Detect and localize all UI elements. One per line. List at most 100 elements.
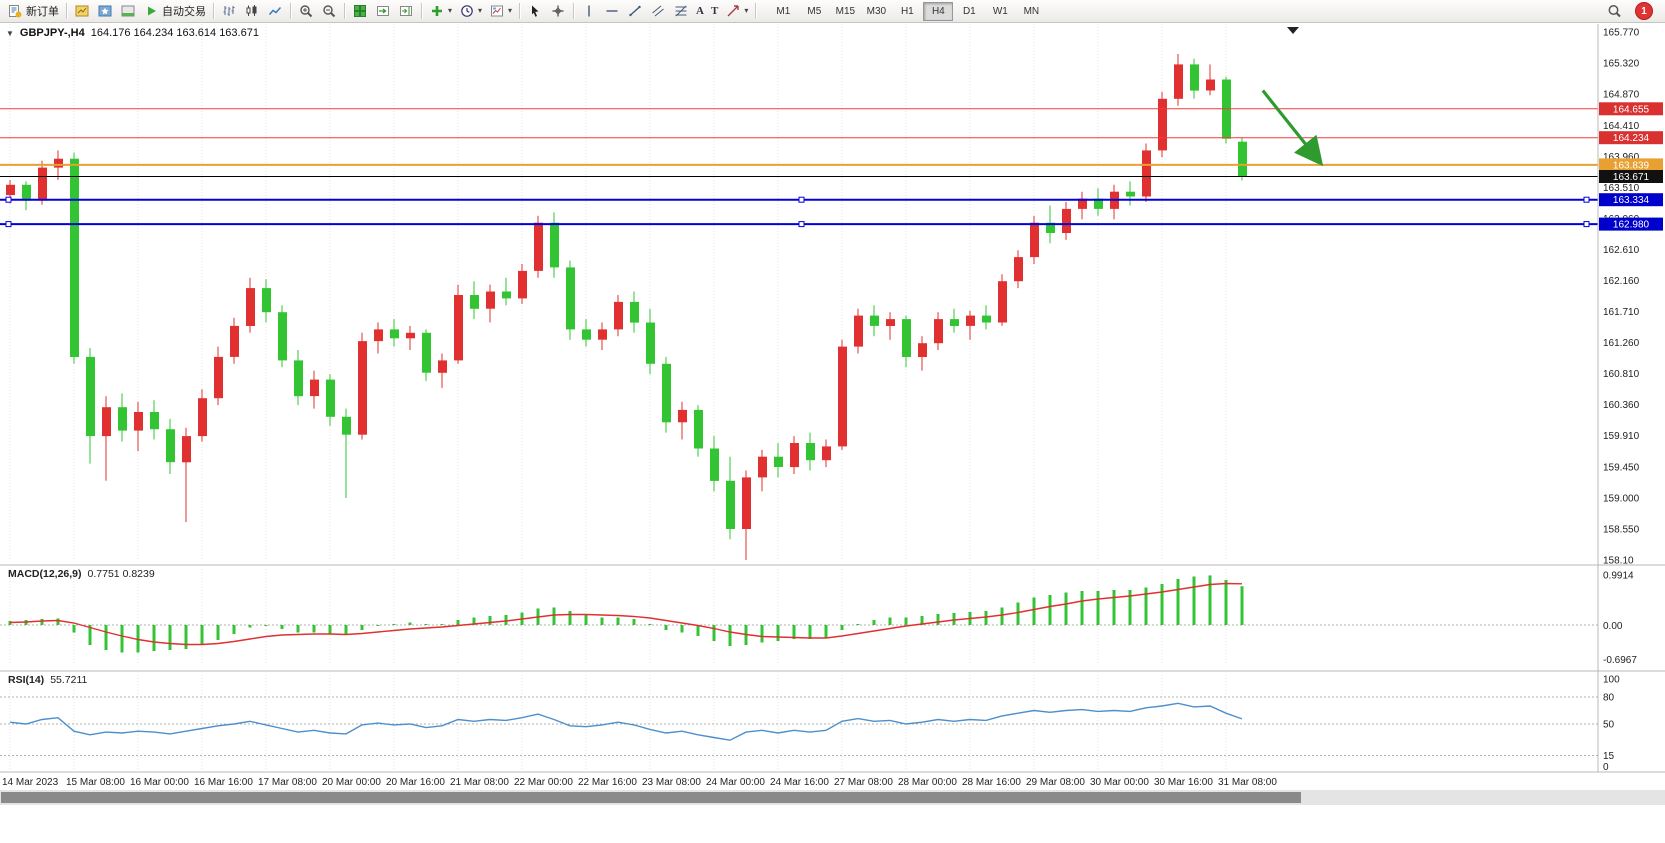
time-axis-label: 29 Mar 08:00 (1026, 777, 1085, 788)
notification-badge[interactable]: 1 (1635, 2, 1653, 20)
indicators-button[interactable]: ▾ (426, 1, 455, 21)
navigator-icon (97, 4, 113, 19)
trendline-button[interactable] (624, 1, 646, 21)
candle (566, 267, 575, 330)
candle (1030, 222, 1039, 258)
time-axis-label: 30 Mar 16:00 (1154, 777, 1213, 788)
vertical-line-button[interactable] (578, 1, 600, 21)
auto-scroll-button[interactable] (372, 1, 394, 21)
candle (518, 270, 527, 299)
candle (662, 363, 671, 423)
tile-windows-button[interactable] (349, 1, 371, 21)
line-chart-icon (267, 4, 283, 19)
fibonacci-button[interactable] (670, 1, 692, 21)
timeframe-d1-button[interactable]: D1 (962, 5, 976, 17)
timeframe-buttons: M1 M5 M15 M30 H1 H4 D1 W1 MN (768, 1, 1046, 21)
price-axis-label: 161.260 (1603, 338, 1640, 349)
time-axis-label: 30 Mar 00:00 (1090, 777, 1149, 788)
navigator-button[interactable] (94, 1, 116, 21)
candle (694, 409, 703, 449)
text-tool-button[interactable]: A (693, 1, 707, 21)
auto-trading-button[interactable]: 自动交易 (140, 1, 209, 21)
timeframe-m1-button[interactable]: M1 (776, 5, 791, 17)
collapse-icon[interactable]: ▼ (6, 28, 14, 38)
candle (246, 288, 255, 326)
caret-down-icon: ▾ (744, 6, 749, 15)
price-tag (1599, 170, 1663, 183)
zoom-in-icon (298, 4, 314, 19)
horizontal-line-button[interactable] (601, 1, 623, 21)
chart-shift-button[interactable] (395, 1, 417, 21)
candle (598, 329, 607, 340)
auto-trading-label: 自动交易 (162, 6, 206, 18)
time-axis-label: 16 Mar 16:00 (194, 777, 253, 788)
candle (134, 412, 143, 431)
line-handle[interactable] (1583, 221, 1590, 228)
terminal-button[interactable] (117, 1, 139, 21)
zoom-out-button[interactable] (318, 1, 340, 21)
market-watch-icon (74, 4, 90, 19)
chart-canvas[interactable]: 165.770 165.320 164.870 164.410 163.960 163.5… (0, 24, 1665, 843)
caret-down-icon: ▾ (508, 6, 513, 15)
timeframe-m15-button[interactable]: M15 (835, 5, 856, 17)
candle (822, 446, 831, 461)
candle (1238, 141, 1247, 177)
crosshair-button[interactable] (547, 1, 569, 21)
candle (886, 319, 895, 326)
timeframe-w1-button[interactable]: W1 (992, 5, 1008, 17)
timeframe-h1-button[interactable]: H1 (900, 5, 914, 17)
trendline-icon (627, 4, 643, 19)
toolbar-separator (344, 3, 345, 19)
candle (710, 448, 719, 481)
caret-down-icon: ▾ (448, 6, 453, 15)
price-axis-label: 160.360 (1603, 400, 1640, 411)
rsi-line (9, 702, 1243, 741)
zoom-in-button[interactable] (295, 1, 317, 21)
toolbar-separator (213, 3, 214, 19)
timeframe-m5-button[interactable]: M5 (807, 5, 822, 17)
line-handle[interactable] (5, 221, 12, 228)
price-tag (1599, 158, 1663, 172)
search-button[interactable] (1603, 1, 1625, 21)
timeframe-mn-button[interactable]: MN (1023, 5, 1040, 17)
arrow-annotation[interactable] (1261, 89, 1324, 167)
symbol-period-label: GBPJPY-,H4 (19, 27, 85, 39)
candle (374, 329, 383, 342)
periods-button[interactable]: ▾ (456, 1, 485, 21)
candle (406, 332, 415, 339)
caret-down-icon: ▾ (478, 6, 483, 15)
tile-windows-icon (352, 4, 368, 19)
templates-button[interactable]: ▾ (486, 1, 515, 21)
candle (198, 398, 207, 437)
line-handle[interactable] (798, 221, 805, 228)
toolbar: 新订单 自动交易 ▾ ▾ ▾ A T ▾ (0, 0, 1665, 23)
price-tag (1599, 217, 1663, 231)
ohlc-values: 164.176 164.234 163.614 163.671 (90, 27, 259, 39)
line-chart-button[interactable] (264, 1, 286, 21)
arrow-tools-button[interactable]: ▾ (722, 1, 751, 21)
channel-button[interactable] (647, 1, 669, 21)
label-tool-button[interactable]: T (708, 1, 721, 21)
rsi-axis-label: 0 (1603, 762, 1609, 773)
candlestick-chart-button[interactable] (241, 1, 263, 21)
horizontal-line-icon (604, 4, 620, 19)
candle (150, 412, 159, 430)
bar-chart-button[interactable] (218, 1, 240, 21)
timeframe-m30-button[interactable]: M30 (866, 5, 887, 17)
line-handle[interactable] (1583, 196, 1590, 203)
timeframe-h4-button[interactable]: H4 (923, 1, 954, 21)
h-scrollbar-thumb[interactable] (1, 792, 1301, 803)
rsi-axis-label: 100 (1603, 675, 1620, 686)
chart-shift-marker[interactable] (1287, 27, 1299, 34)
candle (726, 480, 735, 529)
line-handle[interactable] (5, 196, 12, 203)
candle (294, 360, 303, 397)
price-axis-label: 163.510 (1603, 183, 1640, 194)
market-watch-button[interactable] (71, 1, 93, 21)
line-handle[interactable] (798, 196, 805, 203)
cursor-button[interactable] (524, 1, 546, 21)
candle (214, 356, 223, 399)
price-tag (1599, 102, 1663, 116)
price-tag-label: 162.980 (1613, 220, 1650, 231)
new-order-button[interactable]: 新订单 (4, 1, 62, 21)
